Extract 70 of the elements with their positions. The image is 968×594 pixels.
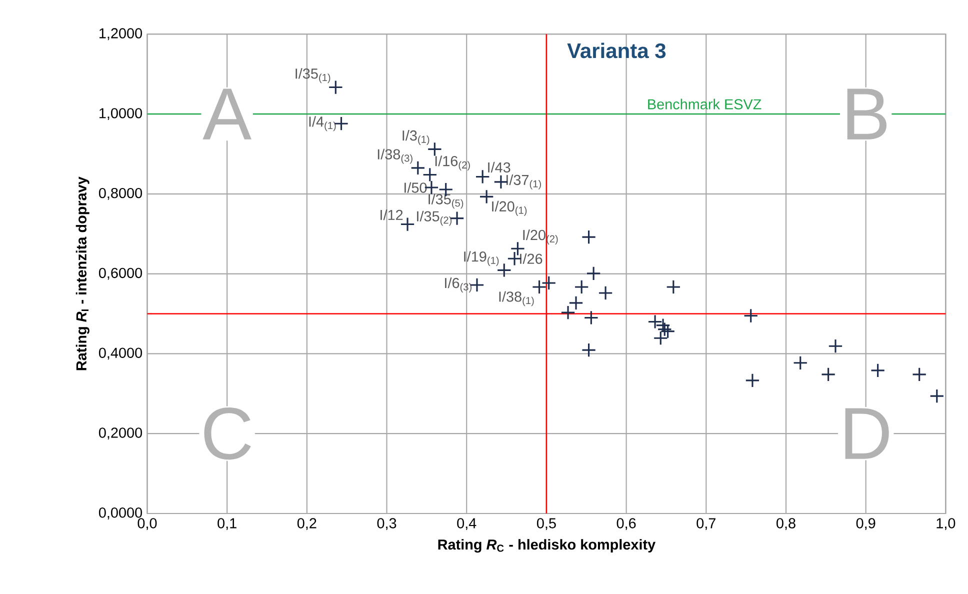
point xyxy=(828,338,843,354)
annotation: I/35$_{(1)}$ xyxy=(296,68,330,84)
annotation: I/20$_{(1)}$ xyxy=(492,201,527,216)
annotation: I/12 xyxy=(380,210,403,220)
point xyxy=(422,168,438,182)
x-tick-label: 0,7 xyxy=(696,518,716,530)
point xyxy=(930,388,944,404)
annotation: I/3$_{(1)}$ xyxy=(402,130,430,146)
annotation: I/37$_{(1)}$ xyxy=(506,174,541,190)
y-tick-label: 1,0000 xyxy=(100,108,142,120)
annotation: I/38$_{(1)}$ xyxy=(499,291,534,306)
x-tick-label: 0,0 xyxy=(138,518,157,530)
annotation: I/38$_{(3)}$ xyxy=(378,149,412,164)
x-axis-title: Rating R$_{C}$ - hledisko komplexity xyxy=(438,539,656,553)
annotation: I/6$_{(3)}$ xyxy=(445,278,472,293)
point xyxy=(666,280,681,295)
ref-line-label: Benchmark ESVZ xyxy=(648,98,762,110)
annotation: A xyxy=(202,88,252,140)
chart-title: Varianta 3 xyxy=(567,42,666,58)
point xyxy=(450,211,464,226)
annotation: C xyxy=(204,408,251,460)
y-tick-label: 1,2000 xyxy=(100,28,142,40)
annotation: I/43 xyxy=(488,162,510,173)
y-axis-title: Rating R$_{I}$ - intenzita dopravy xyxy=(76,176,90,370)
point xyxy=(507,251,522,266)
point xyxy=(479,190,494,204)
y-tick-label: 0,2000 xyxy=(98,428,142,440)
point xyxy=(793,356,808,370)
point xyxy=(581,230,596,245)
point xyxy=(560,305,576,320)
x-tick-label: 0,9 xyxy=(856,518,876,530)
x-tick-label: 0,6 xyxy=(616,518,636,530)
point xyxy=(470,278,484,293)
x-tick-label: 0,2 xyxy=(297,518,316,530)
point xyxy=(475,170,490,184)
x-tick-label: 0,4 xyxy=(457,518,476,530)
y-tick-label: 0,4000 xyxy=(98,348,142,360)
point xyxy=(586,266,601,281)
annotation: D xyxy=(845,408,889,460)
point xyxy=(584,310,599,326)
annotation: I/50 xyxy=(404,182,427,194)
point xyxy=(745,373,760,388)
point xyxy=(870,363,886,378)
point xyxy=(568,296,584,311)
point xyxy=(494,174,508,190)
annotation: B xyxy=(847,88,886,140)
point xyxy=(744,308,758,324)
point xyxy=(581,342,596,358)
point xyxy=(653,330,668,346)
x-tick-label: 1,0 xyxy=(936,518,956,530)
x-tick-label: 0,3 xyxy=(377,518,396,530)
point xyxy=(820,367,836,382)
annotation: I/16$_{(2)}$ xyxy=(435,156,470,171)
point xyxy=(541,276,556,291)
annotation: I/19$_{(1)}$ xyxy=(464,251,499,266)
y-tick-label: 0,6000 xyxy=(98,268,142,280)
x-tick-label: 0,1 xyxy=(218,518,236,530)
y-tick-label: 0,8000 xyxy=(98,188,142,200)
x-tick-label: 0,5 xyxy=(536,518,556,530)
annotation: I/35$_{(5)}$ xyxy=(428,194,464,209)
point xyxy=(410,160,426,176)
x-tick-label: 0,8 xyxy=(776,518,796,530)
y-tick-label: 0,0000 xyxy=(98,508,142,520)
point xyxy=(574,280,589,295)
annotation: I/4$_{(1)}$ xyxy=(309,116,336,132)
point xyxy=(912,367,927,382)
point xyxy=(598,286,613,301)
point xyxy=(532,280,547,295)
annotation: I/26 xyxy=(520,254,542,264)
annotation: I/35$_{(2)}$ xyxy=(417,211,452,226)
